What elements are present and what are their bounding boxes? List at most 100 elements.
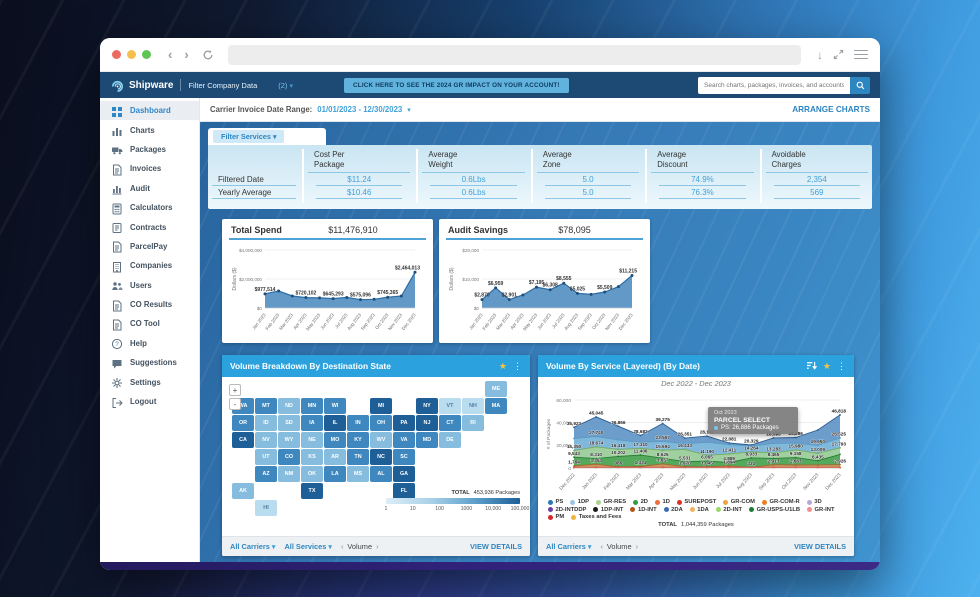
state-tile-nc[interactable]: NC xyxy=(370,449,392,465)
favorite-star-icon[interactable]: ★ xyxy=(498,360,507,371)
us-choropleth-map[interactable]: + - ME WA MT ND MN WI MI NY VT NH MA OR ID SD IA IL IN OH… xyxy=(222,377,530,536)
legend-item-2d-intddp[interactable]: 2D-INTDDP xyxy=(548,507,586,513)
view-details-link[interactable]: VIEW DETAILS xyxy=(793,542,846,551)
legend-item-gr-usps-u1lb[interactable]: GR-USPS-U1LB xyxy=(749,507,800,513)
state-tile-ak[interactable]: AK xyxy=(232,483,254,499)
next-metric-icon[interactable]: › xyxy=(635,542,639,551)
legend-item-1da[interactable]: 1DA xyxy=(689,507,709,513)
state-tile-md[interactable]: MD xyxy=(416,432,438,448)
legend-item-gr-com-r[interactable]: GR-COM-R xyxy=(761,499,800,505)
legend-item-2d-int[interactable]: 2D-INT xyxy=(715,507,742,513)
filter-count-dropdown[interactable]: (2) ▾ xyxy=(278,80,294,90)
state-tile-sc[interactable]: SC xyxy=(393,449,415,465)
gr-impact-banner-button[interactable]: CLICK HERE TO SEE THE 2024 GR IMPACT ON … xyxy=(344,77,569,93)
state-tile-ca[interactable]: CA xyxy=(232,432,254,448)
legend-item-pm[interactable]: PM xyxy=(548,514,564,520)
all-services-dropdown[interactable]: All Services ▾ xyxy=(284,542,332,551)
state-tile-ny[interactable]: NY xyxy=(416,398,438,414)
state-tile-wv[interactable]: WV xyxy=(370,432,392,448)
sidebar-item-calculators[interactable]: Calculators xyxy=(100,198,199,217)
state-tile-wy[interactable]: WY xyxy=(278,432,300,448)
legend-item-3d[interactable]: 3D xyxy=(806,499,822,505)
maximize-window-button[interactable] xyxy=(142,50,151,59)
search-button[interactable] xyxy=(850,76,870,94)
state-tile-pa[interactable]: PA xyxy=(393,415,415,431)
state-tile-wi[interactable]: WI xyxy=(324,398,346,414)
state-tile-ks[interactable]: KS xyxy=(301,449,323,465)
forward-icon[interactable]: › xyxy=(184,47,189,62)
state-tile-me[interactable]: ME xyxy=(485,381,507,397)
all-carriers-dropdown[interactable]: All Carriers ▾ xyxy=(230,542,276,551)
legend-item-2d[interactable]: 2D xyxy=(633,499,648,505)
state-tile-la[interactable]: LA xyxy=(324,466,346,482)
prev-metric-icon[interactable]: ‹ xyxy=(340,542,344,551)
all-carriers-dropdown[interactable]: All Carriers ▾ xyxy=(546,542,592,551)
state-tile-ut[interactable]: UT xyxy=(255,449,277,465)
sidebar-item-contracts[interactable]: Contracts xyxy=(100,217,199,236)
search-input[interactable] xyxy=(698,76,850,94)
state-tile-nh[interactable]: NH xyxy=(462,398,484,414)
legend-item-1d-int[interactable]: 1D-INT xyxy=(630,507,657,513)
sidebar-item-logout[interactable]: Logout xyxy=(100,392,199,411)
legend-item-gr-com[interactable]: GR-COM xyxy=(723,499,755,505)
state-tile-vt[interactable]: VT xyxy=(439,398,461,414)
shipware-logo[interactable]: Shipware xyxy=(110,78,173,93)
arrange-charts-button[interactable]: ARRANGE CHARTS xyxy=(792,105,870,114)
close-window-button[interactable] xyxy=(112,50,121,59)
legend-item-gr-int[interactable]: GR-INT xyxy=(807,507,835,513)
sidebar-item-co-tool[interactable]: CO Tool xyxy=(100,314,199,333)
kebab-menu-icon[interactable]: ⋮ xyxy=(837,360,846,371)
state-tile-de[interactable]: DE xyxy=(439,432,461,448)
legend-item-ps[interactable]: PS xyxy=(548,499,563,505)
legend-item-1dp[interactable]: 1DP xyxy=(570,499,589,505)
state-tile-il[interactable]: IL xyxy=(324,415,346,431)
sidebar-item-help[interactable]: ? Help xyxy=(100,334,199,353)
state-tile-mi[interactable]: MI xyxy=(370,398,392,414)
legend-item-1d[interactable]: 1D xyxy=(654,499,670,505)
date-range-value[interactable]: 01/01/2023 - 12/30/2023 xyxy=(317,105,403,114)
state-tile-nd[interactable]: ND xyxy=(278,398,300,414)
state-tile-ma[interactable]: MA xyxy=(485,398,507,414)
state-tile-ga[interactable]: GA xyxy=(393,466,415,482)
state-tile-co[interactable]: CO xyxy=(278,449,300,465)
minimize-window-button[interactable] xyxy=(127,50,136,59)
menu-icon[interactable] xyxy=(854,48,868,62)
state-tile-tx[interactable]: TX xyxy=(301,483,323,499)
audit-savings-chart[interactable]: $0 $10,000 $20,000 Dollars ($) $2,870 $6,959 $… xyxy=(446,240,643,332)
url-bar[interactable] xyxy=(227,44,801,65)
view-details-link[interactable]: VIEW DETAILS xyxy=(469,542,522,551)
sort-descending-icon[interactable] xyxy=(806,357,818,375)
kebab-menu-icon[interactable]: ⋮ xyxy=(513,360,522,371)
state-tile-fl[interactable]: FL xyxy=(393,483,415,499)
state-tile-ky[interactable]: KY xyxy=(347,432,369,448)
map-zoom-out-button[interactable]: - xyxy=(229,398,241,410)
refresh-icon[interactable] xyxy=(202,49,214,61)
download-icon[interactable]: ↓ xyxy=(817,47,823,62)
favorite-star-icon[interactable]: ★ xyxy=(822,360,831,371)
state-tile-mt[interactable]: MT xyxy=(255,398,277,414)
back-icon[interactable]: ‹ xyxy=(168,47,173,62)
state-tile-id[interactable]: ID xyxy=(255,415,277,431)
legend-item-taxes-and-fees[interactable]: Taxes and Fees xyxy=(571,514,621,520)
state-tile-in[interactable]: IN xyxy=(347,415,369,431)
state-tile-hi[interactable]: HI xyxy=(255,500,277,516)
state-tile-nj[interactable]: NJ xyxy=(416,415,438,431)
legend-item-2da[interactable]: 2DA xyxy=(663,507,683,513)
state-tile-nv[interactable]: NV xyxy=(255,432,277,448)
prev-metric-icon[interactable]: ‹ xyxy=(600,542,603,551)
state-tile-ok[interactable]: OK xyxy=(301,466,323,482)
state-tile-az[interactable]: AZ xyxy=(255,466,277,482)
layered-area-chart[interactable]: 0 20,000 40,000 60,000 # of Packages ✕ ✕ ✕ ✕ ✕ ✕ ✕ ✕… xyxy=(544,388,848,498)
sidebar-item-dashboard[interactable]: Dashboard xyxy=(100,101,199,121)
state-tile-or[interactable]: OR xyxy=(232,415,254,431)
filter-company-data-label[interactable]: Filter Company Data xyxy=(188,80,258,90)
state-tile-ar[interactable]: AR xyxy=(324,449,346,465)
state-tile-ne[interactable]: NE xyxy=(301,432,323,448)
state-tile-mn[interactable]: MN xyxy=(301,398,323,414)
sidebar-item-audit[interactable]: Audit xyxy=(100,179,199,198)
total-spend-chart[interactable]: $0 $2,000,000 $4,000,000 Dollars ($) $977,51… xyxy=(229,240,426,332)
state-tile-sd[interactable]: SD xyxy=(278,415,300,431)
state-tile-al[interactable]: AL xyxy=(370,466,392,482)
state-tile-ri[interactable]: RI xyxy=(462,415,484,431)
sidebar-item-packages[interactable]: Packages xyxy=(100,140,199,159)
